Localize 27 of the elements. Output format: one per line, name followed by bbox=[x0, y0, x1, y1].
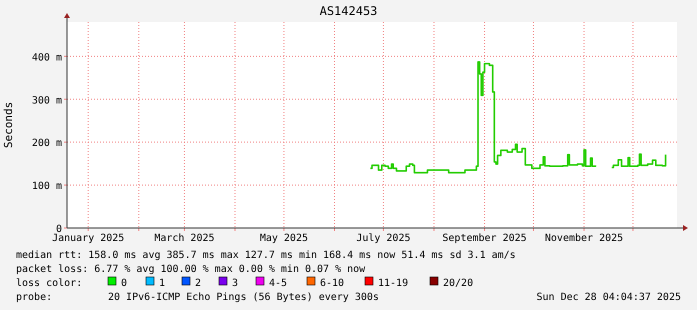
text: 1 bbox=[159, 278, 166, 289]
text: 2 bbox=[195, 278, 202, 289]
text: 11-19 bbox=[378, 278, 408, 289]
y-tick-label: 200 m bbox=[32, 138, 62, 150]
x-tick-label: September 2025 bbox=[442, 233, 527, 244]
x-tick-label: November 2025 bbox=[544, 233, 624, 244]
text: 20/20 bbox=[443, 278, 474, 289]
text: loss color: bbox=[16, 278, 82, 289]
y-tick-label: 0 bbox=[56, 224, 62, 235]
y-tick-label: 300 m bbox=[32, 95, 62, 106]
text: 20 IPv6-ICMP Echo Pings (56 Bytes) every 300s bbox=[108, 292, 379, 303]
text: probe: bbox=[16, 292, 52, 303]
x-tick-label: January 2025 bbox=[52, 233, 124, 244]
text: packet loss: 6.77 % avg 100.00 % max 0.00 % min 0.07 % now bbox=[16, 264, 366, 275]
y-axis-title: Seconds bbox=[2, 102, 15, 148]
text: 6-10 bbox=[320, 278, 344, 289]
text: 4-5 bbox=[269, 278, 288, 289]
text: 3 bbox=[232, 278, 238, 289]
text: median rtt: 158.0 ms avg 385.7 ms max 127.7 ms min 168.4 ms now 51.4 ms sd 3.1 am/s bbox=[16, 250, 516, 261]
x-tick-label: July 2025 bbox=[356, 233, 411, 244]
text: 0 bbox=[121, 278, 128, 289]
x-tick-label: March 2025 bbox=[154, 233, 215, 244]
y-tick-label: 400 m bbox=[32, 52, 62, 64]
chart-title: AS142453 bbox=[320, 4, 378, 18]
text: Sun Dec 28 04:04:37 2025 bbox=[536, 292, 681, 303]
y-tick-label: 100 m bbox=[32, 181, 62, 192]
x-tick-label: May 2025 bbox=[260, 233, 308, 244]
